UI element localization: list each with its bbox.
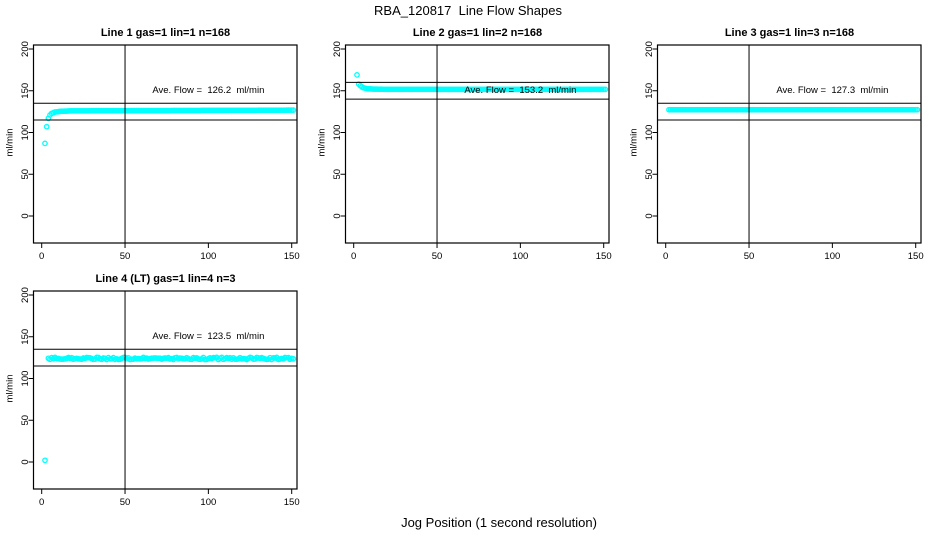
svg-text:0: 0 [644, 213, 655, 218]
svg-text:150: 150 [20, 83, 31, 99]
svg-text:150: 150 [284, 251, 300, 262]
svg-text:100: 100 [200, 497, 216, 508]
svg-text:200: 200 [332, 41, 343, 57]
svg-text:50: 50 [744, 251, 755, 262]
subplot-line-4: Line 4 (LT) gas=1 lin=4 n=3 ml/min 0 50 10… [0, 268, 312, 514]
svg-text:100: 100 [20, 125, 31, 141]
svg-text:100: 100 [824, 251, 840, 262]
page-title: RBA_120817 Line Flow Shapes [374, 3, 562, 18]
svg-text:0: 0 [663, 251, 668, 262]
svg-text:150: 150 [908, 251, 924, 262]
svg-text:100: 100 [332, 125, 343, 141]
subplot-1-plot-area: 0 50 100 150 0 50 100 150 200 [20, 41, 300, 262]
svg-text:0: 0 [351, 251, 356, 262]
subplot-line-3: Line 3 gas=1 lin=3 n=168 ml/min 0 50 100 15… [624, 22, 936, 268]
svg-text:100: 100 [200, 251, 216, 262]
svg-text:150: 150 [644, 83, 655, 99]
svg-text:200: 200 [20, 41, 31, 57]
subplot-3-ave-flow-annotation: Ave. Flow = 127.3 ml/min [776, 84, 889, 96]
svg-text:50: 50 [120, 251, 131, 262]
subplot-1-title: Line 1 gas=1 lin=1 n=168 [100, 27, 231, 39]
svg-text:0: 0 [20, 459, 31, 464]
svg-text:0: 0 [39, 497, 44, 508]
svg-text:50: 50 [332, 169, 343, 180]
subplot-2-ave-flow-annotation: Ave. Flow = 153.2 ml/min [464, 84, 577, 96]
subplot-4-plot-area: 0 50 100 150 0 50 100 150 200 [20, 287, 300, 508]
svg-text:50: 50 [120, 497, 131, 508]
svg-text:50: 50 [644, 169, 655, 180]
svg-text:50: 50 [20, 415, 31, 426]
subplot-3-title: Line 3 gas=1 lin=3 n=168 [724, 27, 855, 39]
svg-text:0: 0 [39, 251, 44, 262]
subplot-2-title: Line 2 gas=1 lin=2 n=168 [412, 27, 543, 39]
svg-text:50: 50 [432, 251, 443, 262]
svg-text:200: 200 [644, 41, 655, 57]
svg-text:0: 0 [20, 213, 31, 218]
svg-text:100: 100 [20, 371, 31, 387]
subplot-4-title: Line 4 (LT) gas=1 lin=4 n=3 [95, 273, 236, 285]
shared-x-axis-label: Jog Position (1 second resolution) [401, 515, 597, 530]
svg-text:100: 100 [644, 125, 655, 141]
svg-text:50: 50 [20, 169, 31, 180]
svg-text:150: 150 [596, 251, 612, 262]
svg-text:0: 0 [332, 213, 343, 218]
svg-text:100: 100 [512, 251, 528, 262]
svg-text:150: 150 [284, 497, 300, 508]
svg-text:150: 150 [332, 83, 343, 99]
subplot-line-1: Line 1 gas=1 lin=1 n=168 ml/min 0 50 100 15… [0, 22, 312, 268]
subplot-1-ave-flow-annotation: Ave. Flow = 126.2 ml/min [152, 84, 265, 96]
subplot-2-plot-area: 0 50 100 150 0 50 100 150 200 [332, 41, 612, 262]
svg-text:150: 150 [20, 329, 31, 345]
subplot-4-ave-flow-annotation: Ave. Flow = 123.5 ml/min [152, 330, 265, 342]
subplot-line-2: Line 2 gas=1 lin=2 n=168 ml/min 0 50 100 15… [312, 22, 624, 268]
subplot-3-plot-area: 0 50 100 150 0 50 100 150 200 [644, 41, 924, 262]
svg-text:200: 200 [20, 287, 31, 303]
